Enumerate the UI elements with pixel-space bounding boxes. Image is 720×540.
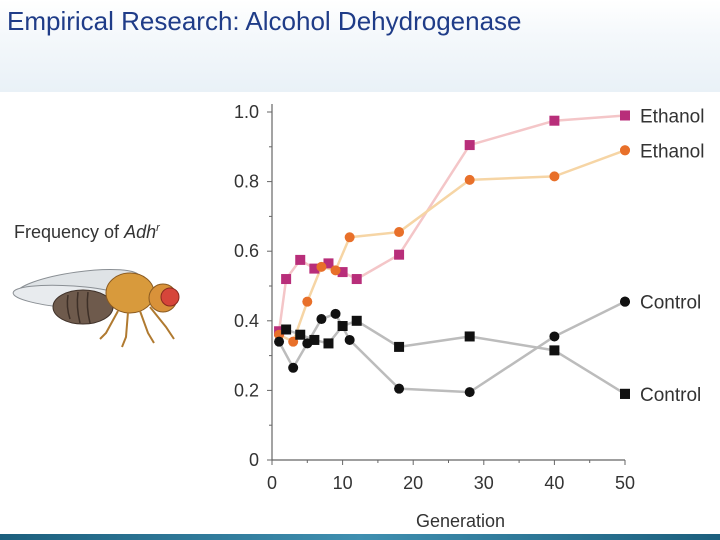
bottom-bar bbox=[0, 534, 720, 540]
series-label: Ethanol bbox=[640, 141, 704, 162]
data-point bbox=[549, 115, 560, 126]
fly-eye bbox=[160, 287, 180, 307]
x-axis-label: Generation bbox=[416, 511, 505, 531]
header-band bbox=[0, 0, 720, 92]
data-point bbox=[288, 362, 299, 373]
y-tick-label: 0.8 bbox=[234, 172, 259, 192]
x-tick-label: 30 bbox=[474, 473, 494, 493]
data-point bbox=[274, 336, 285, 347]
data-point bbox=[337, 321, 348, 332]
legend-marker bbox=[620, 145, 630, 156]
data-point bbox=[549, 331, 560, 342]
data-point bbox=[337, 267, 348, 278]
x-tick-label: 20 bbox=[403, 473, 423, 493]
fly-legs bbox=[99, 306, 175, 348]
series-line-1 bbox=[278, 149, 626, 343]
y-tick-label: 0.4 bbox=[234, 311, 259, 331]
data-point bbox=[394, 227, 405, 238]
data-point bbox=[309, 334, 320, 345]
y-axis-label: Frequency of Adhr bbox=[14, 222, 160, 243]
x-tick-label: 10 bbox=[333, 473, 353, 493]
data-point bbox=[295, 254, 306, 265]
fly-abdomen-stripes bbox=[66, 291, 91, 324]
legend-marker bbox=[620, 388, 630, 399]
data-point bbox=[295, 329, 306, 340]
data-point bbox=[394, 383, 405, 394]
y-tick-label: 0.6 bbox=[234, 241, 259, 261]
x-tick-label: 50 bbox=[615, 473, 635, 493]
fruit-fly-illustration bbox=[12, 269, 180, 348]
data-point bbox=[464, 140, 475, 151]
y-tick-label: 1.0 bbox=[234, 102, 259, 122]
series-label: Control bbox=[640, 293, 701, 314]
series-line-0 bbox=[277, 114, 626, 332]
data-point bbox=[344, 232, 355, 243]
y-axis-label-prefix: Frequency of bbox=[14, 222, 125, 242]
legend-marker bbox=[620, 110, 630, 121]
data-point bbox=[309, 263, 320, 274]
data-point bbox=[281, 274, 292, 285]
data-point bbox=[316, 261, 327, 272]
y-tick-label: 0 bbox=[249, 450, 259, 470]
y-tick-label: 0.2 bbox=[234, 380, 259, 400]
data-point bbox=[330, 265, 341, 276]
data-point bbox=[394, 249, 405, 260]
data-point bbox=[281, 324, 292, 335]
y-axis-label-gene: Adh bbox=[124, 222, 157, 242]
series-label: Ethanol bbox=[640, 106, 704, 127]
x-tick-label: 0 bbox=[267, 473, 277, 493]
data-point bbox=[323, 258, 334, 269]
data-point bbox=[302, 296, 313, 307]
data-point bbox=[330, 308, 341, 319]
data-point bbox=[351, 315, 362, 326]
data-point bbox=[344, 334, 355, 345]
data-point bbox=[464, 387, 475, 398]
series-label: Control bbox=[640, 385, 701, 406]
y-axis-label-sup: r bbox=[156, 222, 160, 234]
x-tick-label: 40 bbox=[544, 473, 564, 493]
data-point bbox=[323, 338, 334, 349]
series-line-3 bbox=[285, 319, 626, 395]
slide-title: Empirical Research: Alcohol Dehydrogenas… bbox=[7, 6, 522, 36]
data-point bbox=[464, 331, 475, 342]
data-point bbox=[351, 274, 362, 285]
data-point bbox=[394, 341, 405, 352]
legend-marker bbox=[620, 296, 630, 307]
data-point bbox=[549, 171, 560, 182]
data-point bbox=[549, 345, 560, 356]
data-point bbox=[464, 174, 475, 185]
data-point bbox=[316, 314, 327, 325]
